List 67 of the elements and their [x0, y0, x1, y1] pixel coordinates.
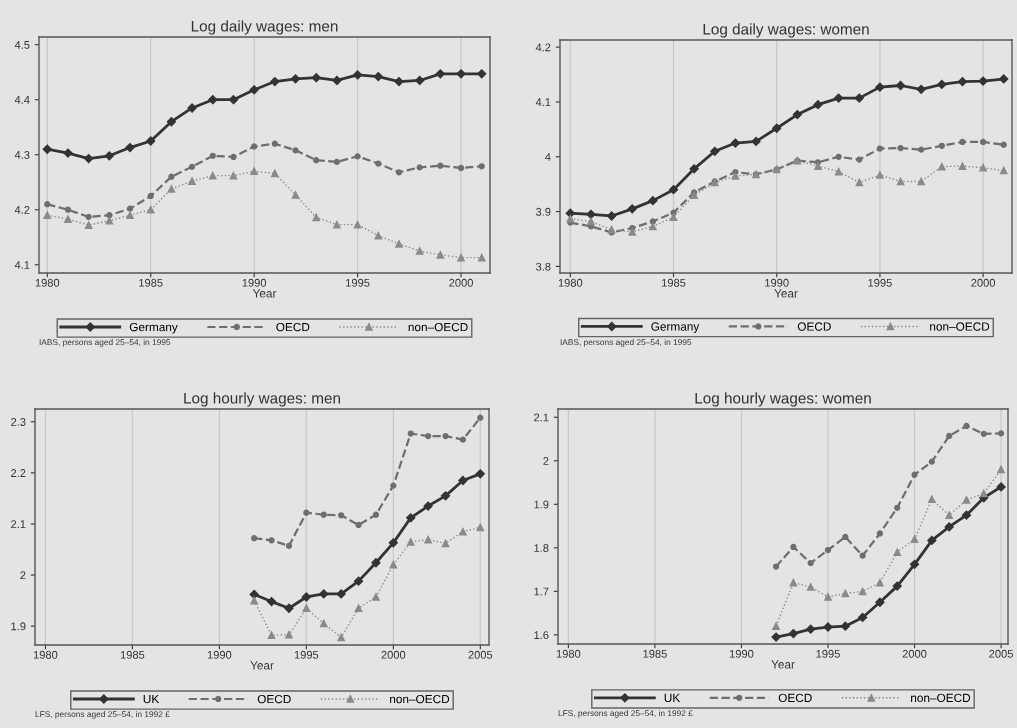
- x-tick-label: 1995: [294, 650, 319, 659]
- y-tick-label: 2: [20, 571, 26, 580]
- chart-title: Log hourly wages: men: [184, 392, 340, 407]
- y-tick-label: 2.1: [11, 520, 26, 528]
- legend-label: Germany: [129, 322, 178, 334]
- x-tick-label: 1995: [816, 649, 840, 658]
- legend-label: non–OECD: [390, 694, 450, 704]
- x-tick-label: 1990: [242, 278, 267, 287]
- y-tick-label: 4.1: [535, 98, 551, 106]
- y-tick-label: 4.3: [14, 150, 30, 159]
- x-tick-label: 1980: [558, 278, 583, 287]
- y-tick-label: 4.2: [535, 43, 551, 52]
- y-tick-label: 1.7: [534, 587, 549, 596]
- x-tick-label: 2000: [971, 278, 996, 287]
- x-tick-label: 1980: [556, 649, 581, 658]
- x-tick-label: 1985: [643, 649, 667, 658]
- x-tick-label: 1980: [35, 278, 60, 287]
- text: IABS, persons aged 25–54, in 1995: [39, 339, 171, 347]
- y-tick-label: 3.9: [535, 207, 551, 216]
- x-tick-label: 2005: [468, 650, 493, 659]
- text: LFS, persons aged 25–54, in 1992 £: [558, 710, 693, 718]
- x-tick-label: 1985: [139, 278, 163, 287]
- x-tick-label: 1990: [207, 650, 232, 659]
- y-tick-label: 4.5: [14, 41, 30, 49]
- x-tick-label: 1985: [662, 278, 686, 287]
- y-tick-label: 2.2: [11, 469, 26, 477]
- y-tick-label: 4: [545, 153, 551, 161]
- legend-label: OECD: [797, 322, 831, 331]
- y-tick-label: 2: [543, 457, 549, 465]
- x-tick-label: 1995: [868, 278, 892, 287]
- legend-label: OECD: [257, 694, 291, 704]
- chart-title: Log daily wages: women: [703, 23, 869, 38]
- y-tick-label: 1.9: [11, 622, 26, 631]
- legend-label: OECD: [276, 322, 310, 332]
- x-tick-label: 2000: [381, 650, 406, 659]
- y-tick-label: 4.1: [14, 261, 30, 269]
- x-axis-title: Year: [774, 289, 798, 298]
- x-tick-label: 1990: [729, 649, 754, 658]
- x-tick-label: 2000: [449, 278, 473, 287]
- chart-title: Log daily wages: men: [191, 20, 338, 35]
- legend-label: non–OECD: [930, 322, 990, 331]
- legend-label: UK: [664, 693, 681, 703]
- legend-label: UK: [143, 695, 160, 704]
- legend-label: non–OECD: [911, 693, 971, 703]
- x-axis-title: Year: [252, 289, 277, 298]
- y-tick-label: 4.4: [14, 96, 30, 104]
- y-tick-label: 1.6: [534, 631, 549, 639]
- y-tick-label: 1.8: [534, 544, 549, 552]
- x-tick-label: 1985: [120, 650, 145, 659]
- x-tick-label: 1995: [346, 278, 370, 287]
- x-tick-label: 1990: [765, 278, 789, 287]
- x-axis-title: Year: [250, 661, 274, 670]
- y-tick-label: 1.9: [534, 500, 549, 509]
- text: IABS, persons aged 25–54, in 1995: [560, 339, 692, 347]
- text: LFS, persons aged 25–54, in 1992 £: [35, 711, 170, 719]
- x-tick-label: 2005: [989, 649, 1013, 658]
- x-tick-label: 2000: [902, 649, 927, 658]
- y-tick-label: 4.2: [14, 206, 30, 214]
- legend-label: non–OECD: [408, 322, 468, 332]
- y-tick-label: 2.1: [534, 413, 549, 422]
- chart-title: Log hourly wages: women: [695, 392, 871, 407]
- y-tick-label: 2.3: [11, 418, 26, 426]
- legend-label: OECD: [778, 693, 812, 703]
- y-tick-label: 3.8: [535, 262, 551, 271]
- x-tick-label: 1980: [33, 650, 58, 659]
- x-axis-title: Year: [771, 660, 795, 669]
- legend-label: Germany: [651, 322, 700, 334]
